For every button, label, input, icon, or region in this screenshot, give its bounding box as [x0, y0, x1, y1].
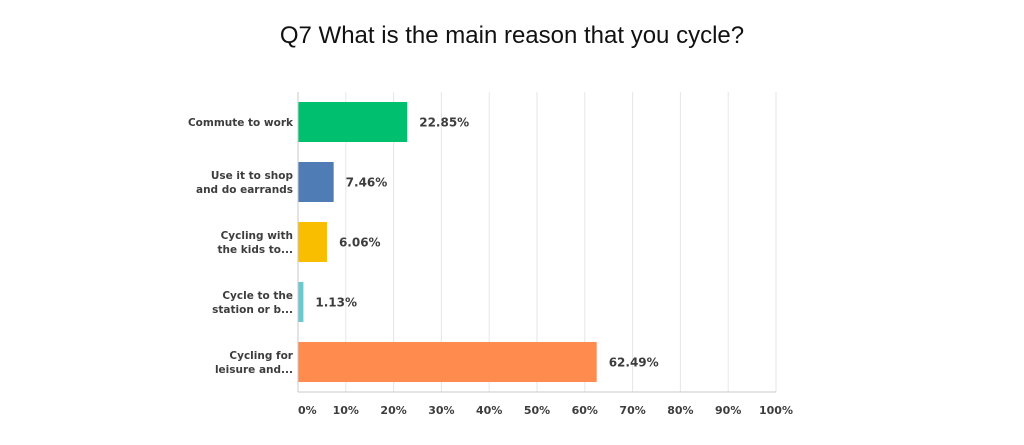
bars [298, 102, 597, 382]
bar [298, 102, 408, 142]
x-tick-label: 70% [619, 404, 645, 417]
x-tick-label: 0% [298, 404, 317, 417]
chart-title: Q7 What is the main reason that you cycl… [279, 22, 745, 49]
category-label: Cycling for leisure and... [215, 350, 294, 376]
value-label: 62.49% [609, 356, 659, 370]
category-label-line: and do earrands [196, 184, 293, 196]
gridlines [345, 92, 777, 392]
category-label-line: Commute to work [188, 117, 294, 129]
x-tick-label: 90% [715, 404, 741, 417]
value-label: 6.06% [339, 236, 381, 250]
category-label-line: Cycling for [229, 350, 293, 362]
x-tick-label: 10% [333, 404, 359, 417]
bar [298, 282, 304, 322]
category-label: Cycling with the kids to... [218, 230, 293, 256]
category-label-line: leisure and... [215, 364, 293, 376]
value-label: 7.46% [346, 176, 388, 190]
category-label-line: station or b... [212, 304, 293, 316]
x-tick-label: 60% [572, 404, 598, 417]
bar [298, 162, 334, 202]
category-label: Cycle to the station or b... [212, 290, 293, 316]
category-label-line: the kids to... [218, 244, 293, 256]
axes [297, 92, 776, 393]
category-label: Commute to work [188, 117, 294, 129]
x-tick-label: 80% [667, 404, 693, 417]
value-label: 1.13% [315, 296, 357, 310]
labels: 0% 10% 20% 30% 40% 50% 60% 70% 80% 90% 100% Commute… [188, 116, 793, 418]
category-label-line: Cycle to the [222, 290, 293, 302]
category-label-line: Cycling with [221, 230, 293, 242]
value-label: 22.85% [419, 116, 469, 130]
x-tick-label: 30% [428, 404, 454, 417]
x-tick-label: 100% [759, 404, 793, 417]
bar [298, 222, 327, 262]
x-tick-label: 40% [476, 404, 502, 417]
category-label-line: Use it to shop [211, 170, 294, 182]
x-tick-label: 20% [380, 404, 406, 417]
category-label: Use it to shop and do earrands [196, 170, 293, 196]
bar [298, 342, 597, 382]
x-tick-label: 50% [524, 404, 550, 417]
